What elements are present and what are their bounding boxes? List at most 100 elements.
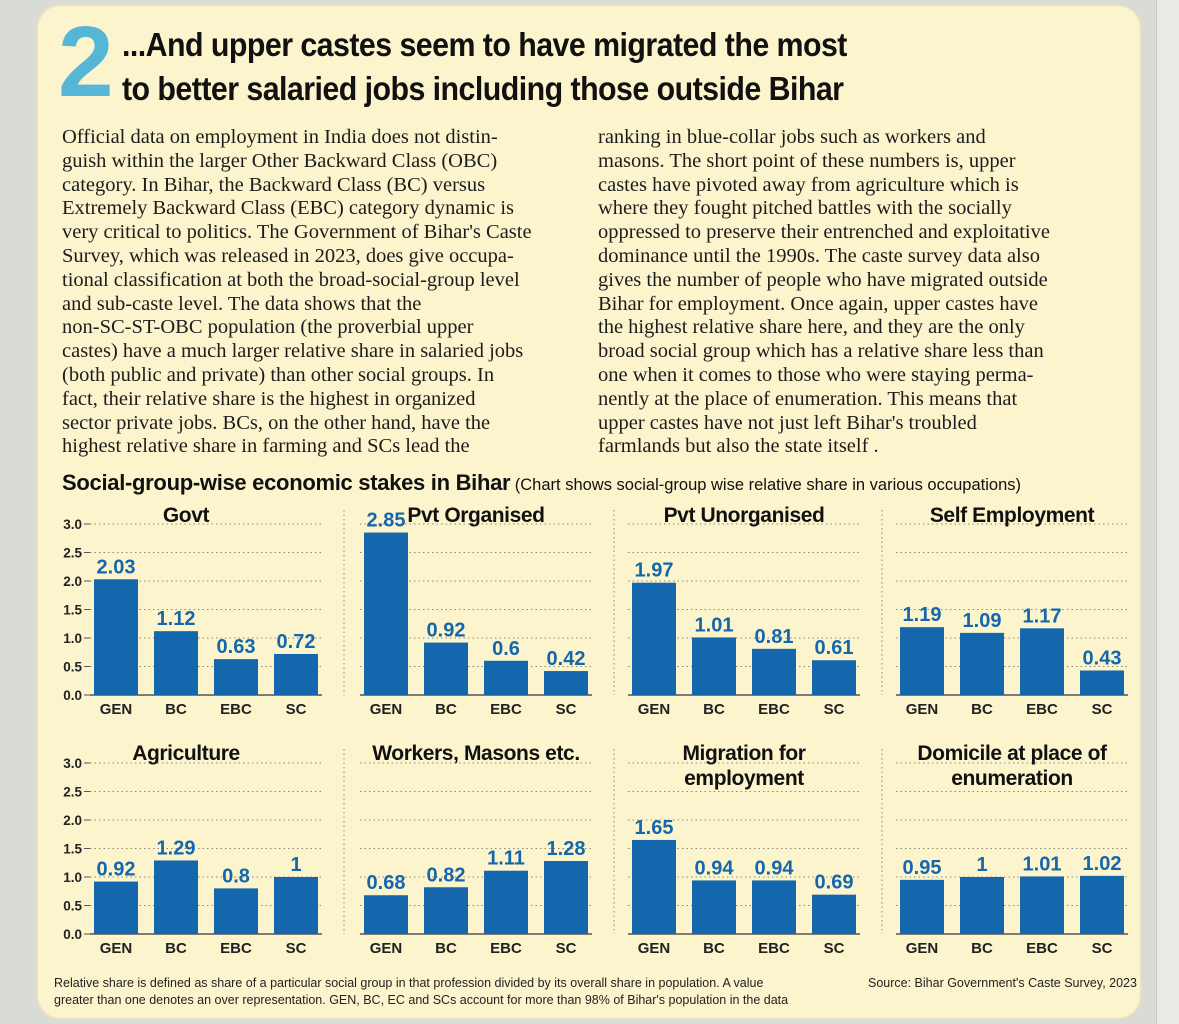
category-label: EBC — [758, 940, 790, 957]
y-tick-label: 0.5 — [63, 660, 82, 675]
bar — [1020, 876, 1064, 934]
category-label: SC — [556, 701, 577, 718]
body-line: one when it comes to those who were stay… — [598, 363, 1034, 386]
data-label: 1.11 — [487, 848, 525, 870]
category-label: EBC — [490, 940, 522, 957]
body-line: category. In Bihar, the Backward Class (… — [62, 173, 486, 196]
footnote-line-2: greater than one denotes an over represe… — [54, 993, 789, 1007]
category-label: GEN — [100, 701, 133, 718]
y-tick-label: 2.5 — [63, 785, 82, 800]
body-line: Official data on employment in India doe… — [62, 126, 498, 148]
category-label: GEN — [370, 701, 403, 718]
bar — [692, 880, 736, 934]
body-text-right: ranking in blue-collar jobs such as work… — [598, 126, 1050, 459]
bar — [484, 660, 528, 695]
y-tick-label: 0.0 — [63, 688, 82, 703]
data-label: 0.92 — [97, 859, 136, 881]
data-label: 0.8 — [222, 865, 250, 887]
infographic-card — [38, 6, 1140, 1018]
data-label: 1 — [290, 854, 301, 876]
y-tick-label: 1.5 — [63, 603, 82, 618]
chart-title: enumeration — [951, 767, 1073, 790]
category-label: SC — [824, 701, 845, 718]
chart-title: Pvt Unorganised — [664, 504, 825, 527]
bar — [424, 642, 468, 695]
headline-line-2: to better salaried jobs including those … — [122, 70, 844, 107]
data-label: 1.09 — [963, 610, 1002, 632]
bar — [544, 671, 588, 695]
body-line: where they fought pitched battles with t… — [598, 197, 1012, 220]
body-line: upper castes have not just left Bihar's … — [598, 411, 977, 434]
chart-title: Agriculture — [132, 742, 240, 765]
category-label: GEN — [370, 940, 403, 957]
bar — [812, 894, 856, 934]
body-line: castes have pivoted away from agricultur… — [598, 173, 1019, 196]
y-tick-label: 3.0 — [63, 517, 82, 532]
bar — [1020, 628, 1064, 695]
category-label: GEN — [906, 940, 939, 957]
category-label: SC — [1092, 701, 1113, 718]
y-tick-label: 2.0 — [63, 574, 82, 589]
chart-section-note: (Chart shows social-group wise relative … — [514, 476, 1021, 494]
window-edge — [1156, 0, 1179, 1024]
bar — [214, 888, 258, 934]
bar — [752, 880, 796, 934]
category-label: GEN — [638, 940, 671, 957]
data-label: 2.03 — [97, 556, 136, 578]
data-label: 0.42 — [547, 648, 586, 670]
category-label: SC — [556, 940, 577, 957]
bar — [484, 870, 528, 934]
body-line: guish within the larger Other Backward C… — [62, 149, 498, 172]
category-label: SC — [824, 940, 845, 957]
bar — [274, 653, 318, 695]
chart-title: Self Employment — [930, 504, 1095, 527]
category-label: BC — [703, 701, 725, 718]
bar — [692, 637, 736, 695]
bar — [900, 879, 944, 934]
y-tick-label: 1.5 — [63, 842, 82, 857]
body-text-left: Official data on employment in India doe… — [62, 126, 532, 459]
body-line: and sub-caste level. The data shows that… — [62, 292, 422, 315]
category-label: GEN — [906, 701, 939, 718]
chart-section-title: Social-group-wise economic stakes in Bih… — [62, 470, 511, 495]
y-tick-label: 0.5 — [63, 899, 82, 914]
body-line: non-SC-ST-OBC population (the proverbial… — [62, 316, 474, 339]
data-label: 0.95 — [903, 857, 942, 879]
data-label: 1.12 — [157, 608, 196, 630]
data-label: 1.19 — [903, 604, 942, 626]
category-label: BC — [435, 940, 457, 957]
data-label: 0.82 — [427, 864, 466, 886]
category-label: BC — [703, 940, 725, 957]
category-label: BC — [165, 701, 187, 718]
data-label: 0.81 — [755, 626, 794, 648]
data-label: 0.69 — [815, 872, 854, 894]
chart-section-heading: Social-group-wise economic stakes in Bih… — [62, 470, 1021, 496]
bar — [364, 895, 408, 934]
data-label: 0.43 — [1083, 647, 1122, 669]
source-note: Source: Bihar Government's Caste Survey,… — [868, 976, 1137, 990]
category-label: SC — [286, 940, 307, 957]
body-line: farmlands but also the state itself . — [598, 435, 879, 458]
data-label: 1.17 — [1023, 605, 1062, 627]
category-label: EBC — [220, 940, 252, 957]
chart-title: Govt — [163, 504, 210, 527]
chart-title: Domicile at place of — [917, 742, 1108, 765]
data-label: 1.01 — [695, 614, 734, 636]
headline-line-1: ...And upper castes seem to have migrate… — [122, 26, 847, 63]
data-label: 1.65 — [635, 817, 674, 839]
body-line: very critical to politics. The Governmen… — [62, 221, 532, 244]
body-line: dominance until the 1990s. The caste sur… — [598, 244, 1040, 267]
bar — [154, 631, 198, 695]
y-tick-label: 3.0 — [63, 756, 82, 771]
data-label: 0.94 — [755, 857, 795, 879]
bar — [812, 660, 856, 695]
category-label: GEN — [100, 940, 133, 957]
body-line: Survey, which was released in 2023, does… — [62, 244, 514, 267]
data-label: 1.01 — [1023, 853, 1062, 875]
category-label: EBC — [1026, 940, 1058, 957]
section-number: 2 — [58, 6, 114, 118]
data-label: 0.94 — [695, 857, 735, 879]
body-line: castes) have a much larger relative shar… — [62, 340, 524, 363]
y-tick-label: 1.0 — [63, 631, 82, 646]
bar — [154, 860, 198, 934]
